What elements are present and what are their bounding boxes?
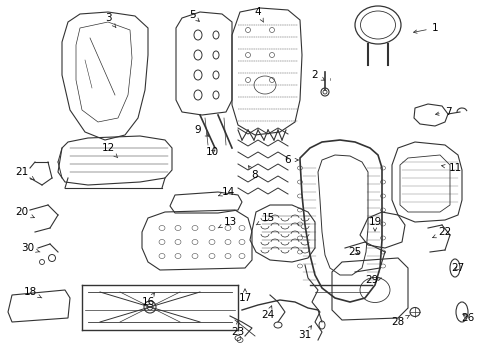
Text: 15: 15 <box>256 213 274 225</box>
Text: 14: 14 <box>219 187 235 197</box>
Text: 13: 13 <box>218 217 237 228</box>
Text: 28: 28 <box>392 315 410 327</box>
Text: 4: 4 <box>255 7 264 22</box>
Text: 10: 10 <box>205 147 219 157</box>
Text: 16: 16 <box>142 293 155 307</box>
Text: 2: 2 <box>312 70 325 80</box>
Text: 30: 30 <box>22 243 40 253</box>
Text: 20: 20 <box>16 207 34 218</box>
Text: 9: 9 <box>195 125 209 136</box>
Text: 31: 31 <box>298 326 312 340</box>
Text: 1: 1 <box>414 23 439 33</box>
Text: 17: 17 <box>238 289 252 303</box>
Text: 19: 19 <box>368 217 382 231</box>
Text: 8: 8 <box>248 166 258 180</box>
Text: 25: 25 <box>348 247 362 257</box>
Text: 6: 6 <box>285 155 298 165</box>
Text: 27: 27 <box>451 263 465 273</box>
Text: 12: 12 <box>101 143 118 158</box>
Text: 3: 3 <box>105 13 116 27</box>
Text: 5: 5 <box>189 10 199 22</box>
Text: 26: 26 <box>462 313 475 323</box>
Text: 7: 7 <box>436 107 451 117</box>
Text: 22: 22 <box>433 227 452 238</box>
Text: 18: 18 <box>24 287 42 298</box>
Text: 29: 29 <box>366 275 382 285</box>
Text: 21: 21 <box>15 167 34 180</box>
Text: 23: 23 <box>231 321 245 337</box>
Text: 24: 24 <box>261 306 274 320</box>
Text: 11: 11 <box>441 163 462 173</box>
